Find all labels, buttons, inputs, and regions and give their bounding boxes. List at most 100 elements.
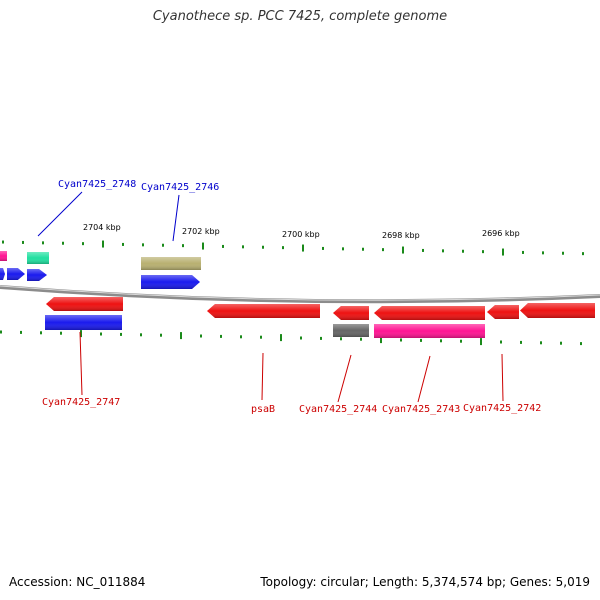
gene-label: Cyan7425_2743	[382, 404, 460, 415]
minor-tick	[240, 335, 242, 339]
gene-label: Cyan7425_2744	[299, 404, 377, 415]
minor-tick	[200, 334, 202, 338]
minor-tick	[462, 249, 464, 253]
gene-label: Cyan7425_2747	[42, 397, 120, 408]
minor-tick	[500, 340, 502, 344]
minor-tick	[422, 248, 424, 252]
major-tick	[202, 242, 204, 250]
minor-tick	[2, 240, 4, 244]
genome-stats-text: Topology: circular; Length: 5,374,574 bp…	[260, 575, 590, 589]
minor-tick	[160, 333, 162, 337]
minor-tick	[582, 252, 584, 256]
map-title: Cyanothece sp. PCC 7425, complete genome	[152, 9, 448, 24]
minor-tick	[120, 332, 122, 336]
gene-feature-shading	[0, 251, 7, 261]
tick-marks	[0, 240, 584, 346]
minor-tick	[520, 340, 522, 344]
major-tick	[402, 246, 404, 254]
gene-feature	[520, 303, 595, 318]
gene-feature-shading	[27, 252, 49, 264]
major-tick	[480, 338, 482, 346]
gene-feature-shading	[27, 269, 47, 281]
minor-tick	[22, 240, 24, 244]
minor-tick	[162, 243, 164, 247]
minor-tick	[580, 342, 582, 346]
gene-features	[0, 251, 595, 338]
minor-tick	[362, 247, 364, 251]
minor-tick	[220, 334, 222, 338]
gene-feature	[27, 269, 47, 281]
minor-tick	[382, 248, 384, 252]
gene-label: Cyan7425_2748	[58, 179, 136, 190]
minor-tick	[542, 251, 544, 255]
gene-feature	[333, 306, 369, 320]
gene-label: Cyan7425_2742	[463, 403, 541, 414]
gene-feature	[333, 324, 369, 337]
gene-feature	[374, 324, 485, 338]
gene-feature	[141, 257, 201, 270]
gene-feature-shading	[374, 306, 485, 320]
kbp-label: 2704 kbp	[83, 223, 121, 232]
genome-backbone-highlight	[0, 285, 600, 301]
minor-tick	[342, 247, 344, 251]
gene-feature	[0, 251, 7, 261]
major-tick	[180, 332, 182, 340]
gene-feature	[7, 268, 25, 280]
gene-feature	[487, 305, 519, 319]
minor-tick	[260, 335, 262, 339]
minor-tick	[62, 241, 64, 245]
minor-tick	[300, 336, 302, 340]
minor-tick	[0, 330, 2, 334]
gene-labels: Cyan7425_2748 Cyan7425_2746 Cyan7425_2747p…	[42, 179, 541, 415]
kbp-labels: 2704 kbp 2702 kbp 2700 kbp 2698 kbp 2696 kbp	[83, 223, 520, 240]
gene-feature-shading	[487, 305, 519, 319]
minor-tick	[482, 250, 484, 254]
leader-line	[501, 353, 504, 402]
minor-tick	[42, 241, 44, 245]
leader-line	[261, 352, 264, 401]
gene-feature-shading	[141, 275, 200, 289]
gene-label: Cyan7425_2746	[141, 182, 219, 193]
gene-feature-shading	[207, 304, 320, 318]
minor-tick	[100, 332, 102, 336]
gene-feature-shading	[333, 306, 369, 320]
kbp-label: 2702 kbp	[182, 227, 220, 236]
gene-label: psaB	[251, 404, 275, 415]
leader-line	[79, 331, 83, 396]
gene-feature-shading	[46, 297, 123, 311]
minor-tick	[122, 242, 124, 246]
accession-text: Accession: NC_011884	[9, 575, 146, 589]
gene-feature	[0, 268, 5, 280]
major-tick	[302, 244, 304, 252]
gene-feature-shading	[0, 268, 5, 280]
minor-tick	[262, 245, 264, 249]
minor-tick	[140, 333, 142, 337]
minor-tick	[82, 242, 84, 246]
major-tick	[280, 334, 282, 342]
minor-tick	[20, 330, 22, 334]
gene-feature-shading	[374, 324, 485, 338]
minor-tick	[320, 336, 322, 340]
minor-tick	[562, 251, 564, 255]
kbp-label: 2696 kbp	[482, 229, 520, 238]
label-leader-lines	[37, 191, 504, 403]
minor-tick	[182, 244, 184, 248]
minor-tick	[340, 337, 342, 341]
minor-tick	[540, 341, 542, 345]
gene-feature	[374, 306, 485, 320]
minor-tick	[142, 243, 144, 247]
minor-tick	[442, 249, 444, 253]
gene-feature	[207, 304, 320, 318]
minor-tick	[40, 331, 42, 335]
gene-feature	[27, 252, 49, 264]
gene-feature	[141, 275, 200, 289]
minor-tick	[460, 339, 462, 343]
gene-feature-shading	[520, 303, 595, 318]
minor-tick	[222, 244, 224, 248]
leader-line	[417, 355, 431, 403]
minor-tick	[440, 339, 442, 343]
leader-line	[172, 194, 180, 242]
major-tick	[102, 240, 104, 248]
minor-tick	[242, 245, 244, 249]
gene-feature-shading	[45, 315, 122, 330]
